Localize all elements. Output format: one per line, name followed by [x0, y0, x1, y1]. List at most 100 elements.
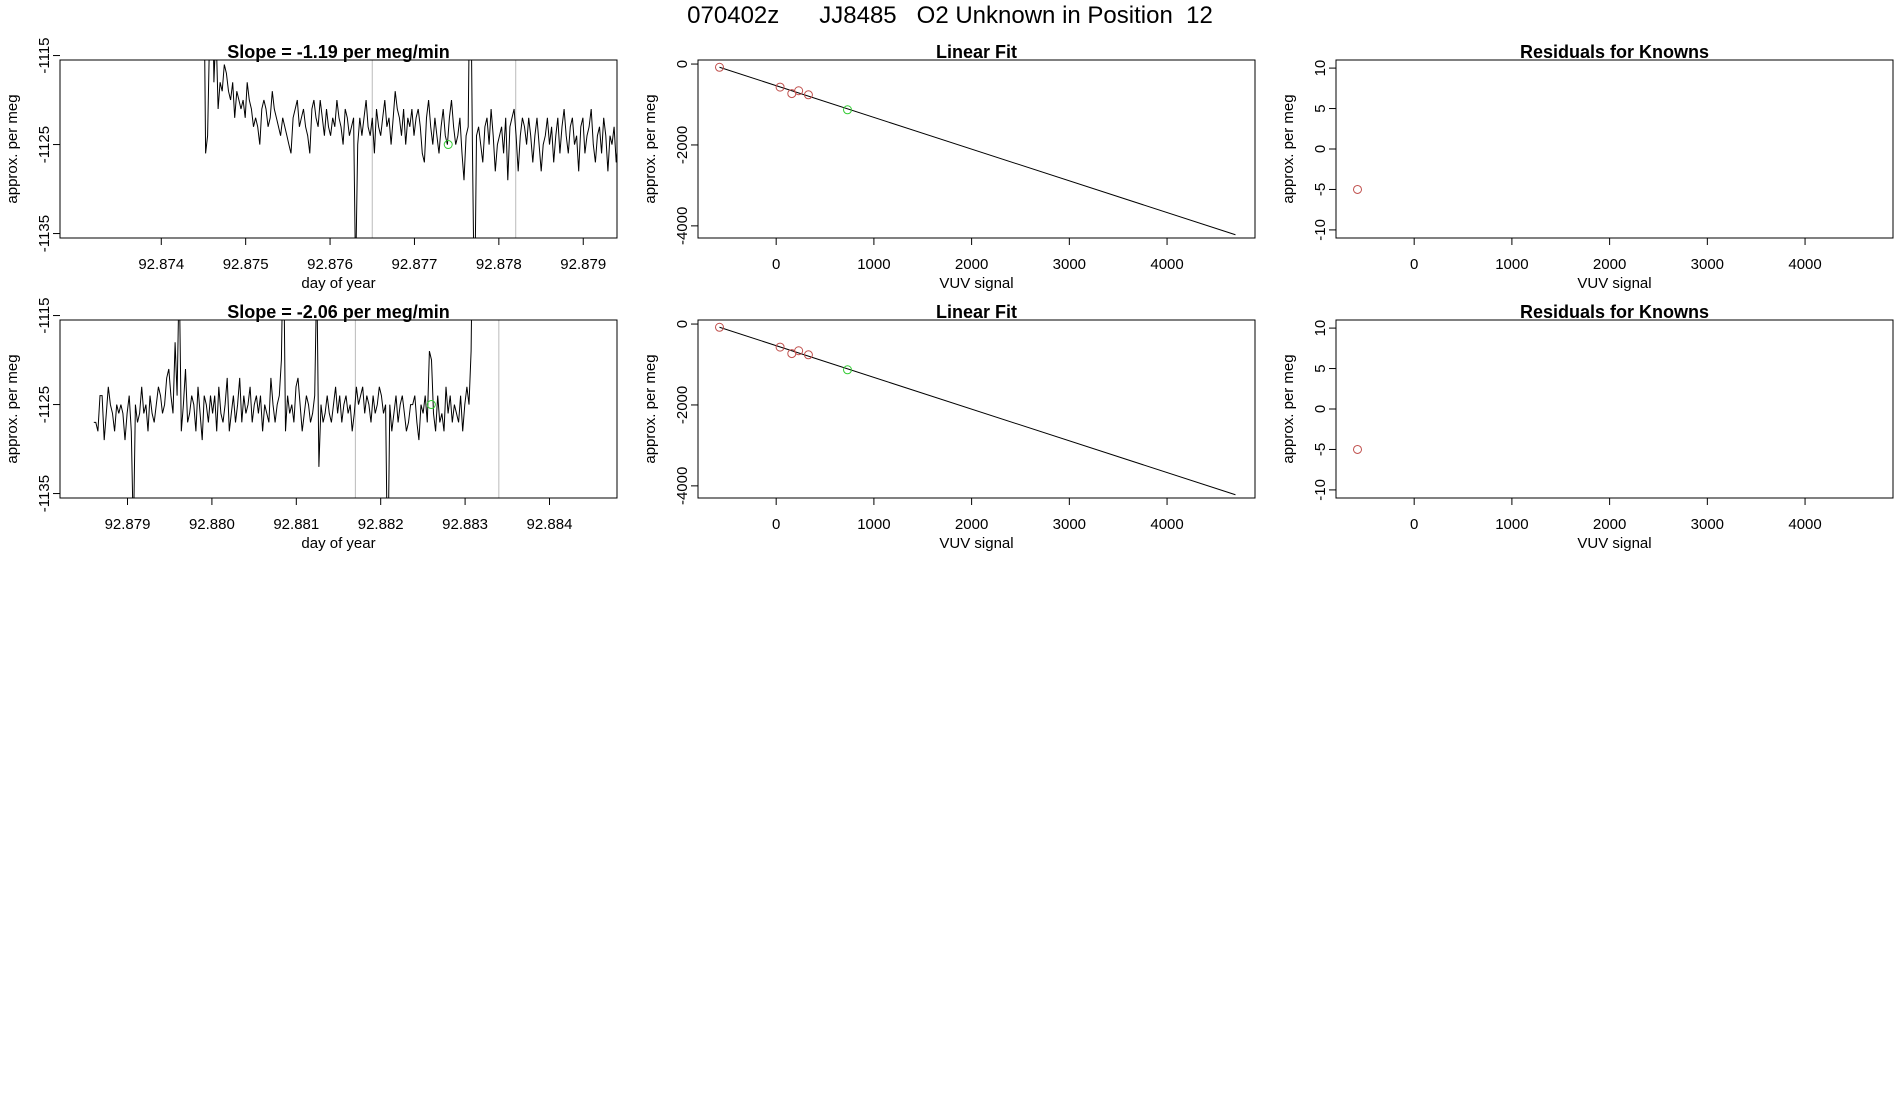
- chart-panel-6: Residuals for Knowns 0 1000 2000 3000 4000 10 5…: [1280, 302, 1894, 552]
- x-tick-label: 2000: [955, 256, 988, 273]
- x-tick-label: 0: [1410, 256, 1418, 273]
- y-tick-label: 10: [1312, 60, 1329, 77]
- known-point: [1352, 444, 1362, 454]
- chart-panel-2: Linear Fit 0 1000 2000 3000 4000 0 -2000 -4000 VU…: [642, 42, 1256, 292]
- unknown-point: [843, 105, 853, 115]
- chart-panel-3: Residuals for Knowns 0 1000 2000 3000 4000 10 5…: [1280, 42, 1894, 292]
- y-axis-label: approx. per meg: [642, 94, 659, 203]
- x-tick-label: 3000: [1053, 256, 1086, 273]
- x-tick-label: 3000: [1053, 516, 1086, 533]
- x-tick-label: 92.879: [560, 256, 606, 273]
- known-point: [775, 82, 785, 92]
- known-point: [794, 346, 804, 356]
- y-tick-label: 10: [1312, 320, 1329, 337]
- y-tick-label: -1125: [36, 386, 53, 423]
- y-tick-label: -1135: [36, 475, 53, 512]
- figure-title: 070402z JJ8485 O2 Unknown in Position 12: [687, 2, 1213, 29]
- plot-frame: [59, 319, 618, 499]
- y-tick-label: -2000: [674, 386, 691, 424]
- series-line: [93, 320, 472, 498]
- unknown-point: [443, 140, 453, 150]
- known-point: [1352, 184, 1362, 194]
- x-tick-label: 92.880: [189, 516, 235, 533]
- plot-area: [93, 320, 500, 498]
- plot-area: [204, 60, 617, 238]
- x-axis-label: day of year: [301, 535, 375, 552]
- y-tick-label: -10: [1312, 479, 1329, 501]
- plot-area: [1352, 444, 1362, 454]
- chart-panel-5: Linear Fit 0 1000 2000 3000 4000 0 -2000 -4000 VU…: [642, 302, 1256, 552]
- y-axis-label: approx. per meg: [4, 354, 21, 463]
- plot-frame: [1335, 319, 1894, 499]
- y-tick-label: 0: [1312, 145, 1329, 153]
- y-axis-label: approx. per meg: [4, 94, 21, 203]
- chart-panel-1: Slope = -1.19 per meg/min 92.874 92.875 92.…: [4, 37, 618, 292]
- x-tick-label: 0: [772, 516, 780, 533]
- series-line: [204, 60, 617, 238]
- known-point: [714, 322, 724, 332]
- x-tick-label: 4000: [1150, 256, 1183, 273]
- y-tick-label: -2000: [674, 126, 691, 164]
- y-tick-label: -1115: [36, 37, 53, 73]
- fit-line: [719, 66, 1236, 236]
- y-tick-label: 5: [1312, 104, 1329, 112]
- x-tick-label: 1000: [1495, 256, 1528, 273]
- x-tick-label: 2000: [1593, 516, 1626, 533]
- fit-line: [719, 326, 1236, 496]
- chart-title: Slope = -2.06 per meg/min: [227, 302, 450, 322]
- y-tick-label: 5: [1312, 364, 1329, 372]
- known-point: [794, 86, 804, 96]
- y-tick-label: -1115: [36, 297, 53, 333]
- x-tick-label: 92.884: [527, 516, 573, 533]
- plot-frame: [697, 319, 1256, 499]
- x-axis-label: day of year: [301, 275, 375, 292]
- chart-title: Linear Fit: [936, 42, 1017, 62]
- x-tick-label: 1000: [857, 256, 890, 273]
- unknown-point: [843, 365, 853, 375]
- plot-area: [1352, 184, 1362, 194]
- x-tick-label: 0: [772, 256, 780, 273]
- y-tick-label: -1125: [36, 126, 53, 163]
- y-tick-label: -5: [1312, 183, 1329, 196]
- x-tick-label: 92.882: [358, 516, 404, 533]
- unknown-point: [426, 400, 436, 410]
- chart-title: Slope = -1.19 per meg/min: [227, 42, 450, 62]
- y-tick-label: 0: [674, 60, 691, 68]
- x-tick-label: 4000: [1788, 256, 1821, 273]
- x-tick-label: 92.883: [442, 516, 488, 533]
- x-tick-label: 2000: [955, 516, 988, 533]
- x-tick-label: 1000: [1495, 516, 1528, 533]
- chart-title: Linear Fit: [936, 302, 1017, 322]
- y-axis-label: approx. per meg: [1280, 94, 1297, 203]
- y-tick-label: -4000: [674, 207, 691, 245]
- known-point: [775, 342, 785, 352]
- plot-frame: [59, 59, 618, 239]
- chart-panel-4: Slope = -2.06 per meg/min 92.879 92.880 92.…: [4, 297, 618, 552]
- y-tick-label: -1135: [36, 215, 53, 252]
- x-axis-label: VUV signal: [939, 535, 1013, 552]
- x-tick-label: 3000: [1691, 256, 1724, 273]
- x-tick-label: 92.879: [105, 516, 151, 533]
- known-point: [803, 350, 813, 360]
- plot-frame: [697, 59, 1256, 239]
- y-tick-label: -10: [1312, 219, 1329, 241]
- x-tick-label: 92.876: [307, 256, 353, 273]
- x-tick-label: 92.881: [273, 516, 319, 533]
- x-axis-label: VUV signal: [1577, 535, 1651, 552]
- x-tick-label: 92.878: [476, 256, 522, 273]
- x-tick-label: 4000: [1788, 516, 1821, 533]
- y-tick-label: -4000: [674, 467, 691, 505]
- x-tick-label: 4000: [1150, 516, 1183, 533]
- y-axis-label: approx. per meg: [642, 354, 659, 463]
- x-tick-label: 92.877: [392, 256, 438, 273]
- plot-area: [714, 322, 1236, 496]
- known-point: [803, 90, 813, 100]
- y-axis-label: approx. per meg: [1280, 354, 1297, 463]
- y-tick-label: 0: [1312, 405, 1329, 413]
- plot-frame: [1335, 59, 1894, 239]
- x-tick-label: 92.875: [223, 256, 269, 273]
- x-tick-label: 0: [1410, 516, 1418, 533]
- known-point: [714, 62, 724, 72]
